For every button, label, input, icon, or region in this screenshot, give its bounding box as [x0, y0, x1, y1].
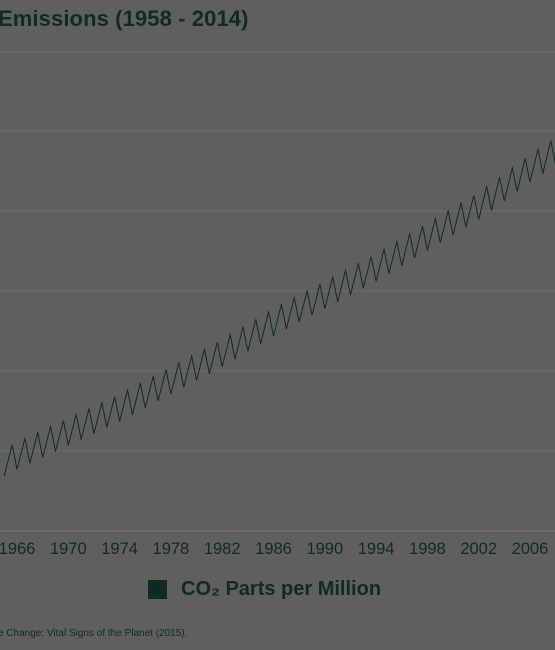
legend-swatch [148, 580, 167, 599]
series-layer [3, 139, 555, 477]
x-tick-label: 1986 [255, 540, 292, 558]
legend: CO₂ Parts per Million [148, 578, 381, 601]
series-line [3, 139, 555, 477]
x-tick-label: 1990 [306, 540, 343, 558]
x-tick-label: 1974 [101, 540, 138, 558]
x-tick-label: 2006 [512, 540, 549, 558]
x-tick-label: 1970 [50, 540, 87, 558]
legend-label: CO₂ Parts per Million [181, 578, 382, 600]
x-tick-label: 2002 [460, 540, 497, 558]
x-axis-ticks: 1966 1970 1974 1978 1982 1986 1990 1994 1998 2002… [0, 540, 548, 558]
x-tick-label: 1966 [0, 540, 35, 558]
x-tick-label: 1982 [204, 540, 241, 558]
gridlines [0, 51, 555, 452]
chart-title: Emissions (1958 - 2014) [0, 6, 249, 31]
x-tick-label: 1994 [358, 540, 395, 558]
x-tick-label: 1998 [409, 540, 446, 558]
source-note: e Change: Vital Signs of the Planet (201… [0, 628, 188, 639]
x-tick-label: 1978 [153, 540, 190, 558]
